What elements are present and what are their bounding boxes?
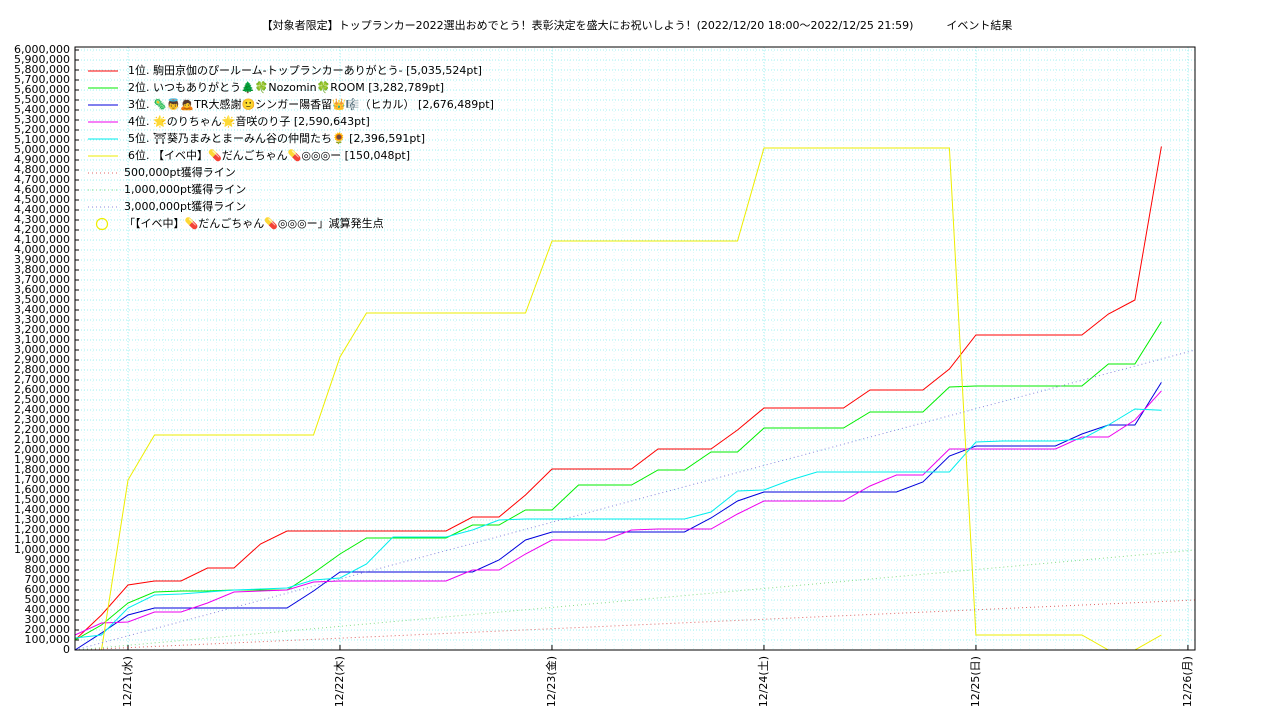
- x-tick-label: 12/24(土): [757, 656, 770, 707]
- legend-label: 3,000,000pt獲得ライン: [124, 200, 246, 213]
- series-line: [75, 147, 1162, 651]
- y-tick-label: 3,000,000: [14, 343, 70, 356]
- y-tick-label: 6,000,000: [14, 43, 70, 56]
- y-tick-label: 2,800,000: [14, 363, 70, 376]
- y-tick-label: 5,500,000: [14, 93, 70, 106]
- y-tick-label: 2,000,000: [14, 443, 70, 456]
- series-line: [74, 599, 1196, 651]
- y-tick-label: 3,800,000: [14, 263, 70, 276]
- y-tick-label: 2,700,000: [14, 373, 70, 386]
- y-tick-label: 1,300,000: [14, 513, 70, 526]
- legend-label: 「【イベ中】💊だんごちゃん💊◎◎◎ー」減算発生点: [124, 216, 384, 230]
- x-tick-label: 12/25(日): [969, 656, 982, 707]
- series-line: [74, 382, 1162, 651]
- y-tick-label: 1,400,000: [14, 503, 70, 516]
- y-tick-label: 4,400,000: [14, 203, 70, 216]
- y-tick-label: 2,400,000: [14, 403, 70, 416]
- y-tick-label: 700,000: [25, 573, 71, 586]
- y-tick-label: 4,700,000: [14, 173, 70, 186]
- y-tick-label: 5,000,000: [14, 143, 70, 156]
- y-tick-label: 2,200,000: [14, 423, 70, 436]
- series-line: [74, 408, 1162, 639]
- y-tick-label: 2,300,000: [14, 413, 70, 426]
- y-tick-label: 4,500,000: [14, 193, 70, 206]
- y-tick-label: 300,000: [25, 613, 71, 626]
- y-tick-label: 5,700,000: [14, 73, 70, 86]
- x-tick-label: 12/22(木): [333, 656, 346, 707]
- y-tick-label: 500,000: [25, 593, 71, 606]
- legend-label: 4位. 🌟のりちゃん🌟音咲のり子 [2,590,643pt]: [128, 114, 370, 128]
- series-line: [74, 146, 1162, 641]
- y-tick-label: 5,800,000: [14, 63, 70, 76]
- plot-frame: [74, 46, 1196, 651]
- y-tick-label: 4,300,000: [14, 213, 70, 226]
- y-tick-label: 800,000: [25, 563, 71, 576]
- series-line: [74, 321, 1162, 641]
- y-tick-label: 1,600,000: [14, 483, 70, 496]
- y-tick-label: 1,500,000: [14, 493, 70, 506]
- y-tick-label: 3,900,000: [14, 253, 70, 266]
- y-tick-label: 5,300,000: [14, 113, 70, 126]
- y-tick-label: 1,800,000: [14, 463, 70, 476]
- y-tick-label: 2,500,000: [14, 393, 70, 406]
- x-tick-label: 12/21(水): [121, 656, 134, 707]
- y-tick-label: 400,000: [25, 603, 71, 616]
- y-tick-label: 4,000,000: [14, 243, 70, 256]
- y-tick-label: 1,900,000: [14, 453, 70, 466]
- legend-label: 2位. いつもありがとう🌲🍀Nozomin🍀ROOM [3,282,789pt]: [128, 80, 444, 94]
- y-tick-label: 900,000: [25, 553, 71, 566]
- y-tick-label: 3,500,000: [14, 293, 70, 306]
- y-tick-label: 3,100,000: [14, 333, 70, 346]
- y-tick-label: 2,900,000: [14, 353, 70, 366]
- y-tick-label: 5,600,000: [14, 83, 70, 96]
- legend-label: 1,000,000pt獲得ライン: [124, 183, 246, 196]
- y-tick-label: 1,000,000: [14, 543, 70, 556]
- legend-label: 3位. 🦠👼🙇TR大感謝🙂シンガー陽香留👑🎼（ヒカル） [2,676,489pt…: [128, 97, 494, 111]
- y-tick-label: 3,200,000: [14, 323, 70, 336]
- y-tick-label: 600,000: [25, 583, 71, 596]
- y-tick-label: 3,700,000: [14, 273, 70, 286]
- y-tick-label: 1,200,000: [14, 523, 70, 536]
- y-tick-label: 4,200,000: [14, 223, 70, 236]
- chart-title: 【対象者限定】トップランカー2022選出おめでとう！表彰決定を盛大にお祝いしよう…: [262, 18, 1013, 32]
- x-tick-label: 12/23(金): [544, 656, 558, 707]
- y-tick-label: 1,100,000: [14, 533, 70, 546]
- y-tick-label: 5,100,000: [14, 133, 70, 146]
- y-tick-label: 2,600,000: [14, 383, 70, 396]
- x-tick-label: 12/26(月): [1181, 656, 1194, 707]
- y-tick-label: 0: [63, 643, 70, 656]
- y-tick-label: 4,600,000: [14, 183, 70, 196]
- y-tick-label: 3,300,000: [14, 313, 70, 326]
- y-tick-label: 100,000: [25, 633, 71, 646]
- y-tick-label: 5,900,000: [14, 53, 70, 66]
- legend-label: 5位. ⛩葵乃まみとまーみん谷の仲間たち🌻 [2,396,591pt]: [128, 131, 425, 145]
- y-tick-label: 3,600,000: [14, 283, 70, 296]
- legend-marker: [95, 217, 109, 231]
- series-line: [74, 390, 1162, 636]
- y-tick-label: 2,100,000: [14, 433, 70, 446]
- legend-label: 500,000pt獲得ライン: [124, 166, 236, 179]
- y-tick-label: 3,400,000: [14, 303, 70, 316]
- y-tick-label: 4,900,000: [14, 153, 70, 166]
- y-tick-label: 1,700,000: [14, 473, 70, 486]
- y-tick-label: 5,400,000: [14, 103, 70, 116]
- y-tick-label: 4,100,000: [14, 233, 70, 246]
- y-tick-label: 5,200,000: [14, 123, 70, 136]
- y-tick-label: 200,000: [25, 623, 71, 636]
- legend-label: 1位. 駒田京伽のぴールーム-トップランカーありがとう- [5,035,524p…: [128, 63, 482, 77]
- y-tick-label: 4,800,000: [14, 163, 70, 176]
- legend-label: 6位. 【イベ中】💊だんごちゃん💊◎◎◎ー [150,048pt]: [128, 148, 410, 162]
